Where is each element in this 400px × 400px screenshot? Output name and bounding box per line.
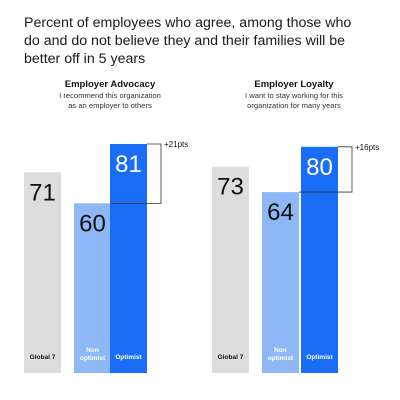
bar-non-optimist [262, 192, 299, 373]
panel-title: Employer Loyalty [254, 79, 334, 90]
data-label-optimist: 80 [306, 154, 333, 181]
category-label-non-optimist: optimist [268, 355, 294, 362]
category-label-non-optimist: optimist [80, 355, 106, 362]
category-label-global: Global 7 [218, 354, 244, 361]
bar-non-optimist [74, 203, 111, 373]
panel-title: Employer Advocacy [65, 79, 156, 90]
data-label-non-optimist: 64 [267, 199, 294, 226]
bar-global [212, 166, 249, 373]
panel-subtitle-line: I want to stay working for this [245, 91, 343, 100]
chart-title: Percent of employees who agree, among th… [24, 15, 352, 67]
category-label-non-optimist: Non [274, 347, 287, 354]
data-label-global: 73 [217, 174, 244, 201]
category-label-non-optimist: Non [86, 347, 99, 354]
panel-subtitle-line: organization for many years [247, 101, 341, 110]
delta-label: +16pts [355, 143, 379, 152]
delta-label: +21pts [164, 140, 188, 149]
category-label-optimist: Optimist [115, 354, 142, 361]
delta-bracket [111, 143, 162, 204]
panel-subtitle-line: I recommend this organization [59, 91, 161, 100]
bar-optimist [110, 144, 147, 373]
delta-bracket [299, 146, 353, 193]
bar-optimist [301, 146, 338, 373]
category-label-optimist: Optimist [306, 354, 333, 361]
data-label-optimist: 81 [115, 151, 142, 178]
bar-global [24, 172, 61, 373]
data-label-non-optimist: 60 [79, 210, 106, 237]
panel-subtitle-line: as an employer to others [68, 101, 152, 110]
category-label-global: Global 7 [30, 354, 56, 361]
data-label-global: 71 [29, 179, 56, 206]
